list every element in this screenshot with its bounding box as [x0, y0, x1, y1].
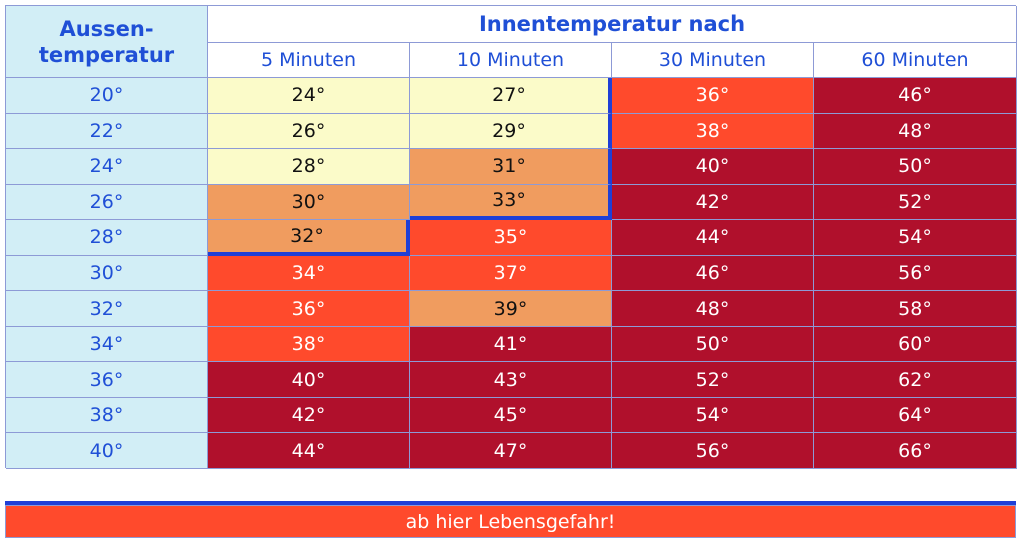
- cell: 56°: [814, 255, 1017, 292]
- row-label: 36°: [6, 362, 208, 398]
- row-label: 26°: [6, 184, 208, 221]
- footer: ab hier Lebensgefahr!: [5, 505, 1016, 538]
- cell: 42°: [208, 397, 410, 434]
- cell: 54°: [814, 220, 1017, 256]
- cell: 37°: [410, 255, 612, 292]
- cell: 31°: [410, 149, 612, 185]
- row-label: 28°: [6, 220, 208, 256]
- cell: 29°: [410, 113, 612, 150]
- cell: 62°: [814, 362, 1017, 398]
- cell: 64°: [814, 397, 1017, 434]
- cell: 41°: [410, 326, 612, 363]
- cell: 40°: [612, 149, 814, 185]
- cell: 35°: [410, 220, 612, 256]
- cell: 39°: [410, 291, 612, 327]
- cell: 45°: [410, 397, 612, 434]
- cell: 42°: [612, 184, 814, 221]
- cell: 44°: [208, 433, 410, 469]
- cell: 33°: [410, 184, 612, 221]
- row-header-line: temperatur: [38, 42, 175, 67]
- cell: 30°: [208, 184, 410, 221]
- cell: 38°: [612, 113, 814, 150]
- cell: 54°: [612, 397, 814, 434]
- cell: 44°: [612, 220, 814, 256]
- cell: 36°: [612, 78, 814, 114]
- row-label: 30°: [6, 255, 208, 292]
- cell: 27°: [410, 78, 612, 114]
- cell: 24°: [208, 78, 410, 114]
- row-label: 20°: [6, 78, 208, 114]
- cell: 60°: [814, 326, 1017, 363]
- cell: 52°: [612, 362, 814, 398]
- cell: 32°: [208, 220, 410, 256]
- footer-line: [5, 501, 1016, 505]
- column-header: 10 Minuten: [410, 43, 612, 78]
- cell: 58°: [814, 291, 1017, 327]
- cell: 47°: [410, 433, 612, 469]
- row-label: 24°: [6, 149, 208, 185]
- cell: 43°: [410, 362, 612, 398]
- cell: 48°: [612, 291, 814, 327]
- row-label: 22°: [6, 113, 208, 150]
- cell: 52°: [814, 184, 1017, 221]
- cell: 66°: [814, 433, 1017, 469]
- cell: 56°: [612, 433, 814, 469]
- row-label: 38°: [6, 397, 208, 434]
- row-label: 40°: [6, 433, 208, 469]
- cell: 26°: [208, 113, 410, 150]
- group-header: Innentemperatur nach: [208, 6, 1017, 43]
- cell: 28°: [208, 149, 410, 185]
- cell: 48°: [814, 113, 1017, 150]
- column-header: 30 Minuten: [612, 43, 814, 78]
- cell: 46°: [612, 255, 814, 292]
- column-header: 60 Minuten: [814, 43, 1017, 78]
- column-header: 5 Minuten: [208, 43, 410, 78]
- cell: 46°: [814, 78, 1017, 114]
- row-header: Aussen- temperatur: [6, 6, 208, 78]
- row-label: 32°: [6, 291, 208, 327]
- cell: 50°: [814, 149, 1017, 185]
- cell: 36°: [208, 291, 410, 327]
- cell: 38°: [208, 326, 410, 363]
- row-label: 34°: [6, 326, 208, 363]
- cell: 40°: [208, 362, 410, 398]
- table: Aussen- temperatur Innentemperatur nach …: [5, 5, 1017, 469]
- row-header-line: Aussen-: [59, 16, 154, 41]
- cell: 34°: [208, 255, 410, 292]
- cell: 50°: [612, 326, 814, 363]
